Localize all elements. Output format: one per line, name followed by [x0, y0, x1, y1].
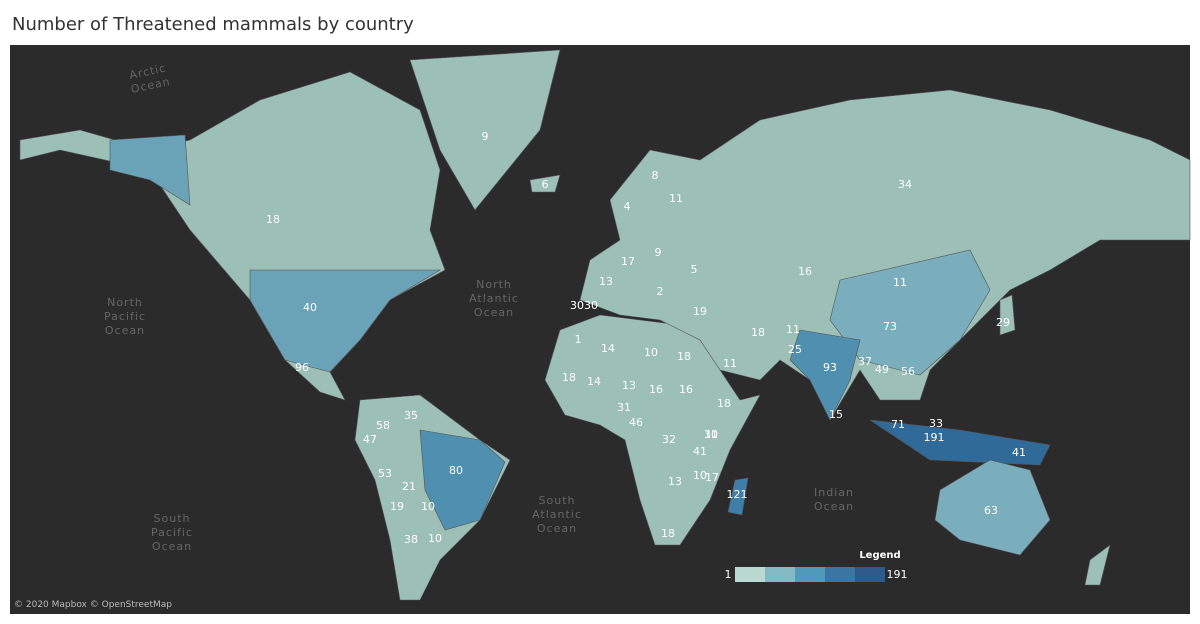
value-label: 34 — [898, 178, 912, 191]
value-label: 6 — [542, 178, 549, 191]
value-label: 13 — [622, 379, 636, 392]
ocean-label: North Pacific Ocean — [104, 296, 146, 337]
value-label: 18 — [677, 350, 691, 363]
ocean-label: Indian Ocean — [814, 486, 854, 513]
value-label: 18 — [661, 527, 675, 540]
value-label: 73 — [883, 320, 897, 333]
value-label: 33 — [929, 417, 943, 430]
value-label: 15 — [829, 408, 843, 421]
value-label: 41 — [693, 445, 707, 458]
ocean-label: South Pacific Ocean — [151, 512, 193, 553]
ocean-label: North Atlantic Ocean — [469, 278, 519, 319]
value-label: 11 — [786, 323, 800, 336]
value-label: 5 — [691, 263, 698, 276]
value-label: 8 — [652, 169, 659, 182]
value-label: 63 — [984, 504, 998, 517]
value-label: 56 — [901, 365, 915, 378]
value-label: 46 — [629, 416, 643, 429]
value-label: 4 — [624, 200, 631, 213]
value-label: 30 — [704, 428, 718, 441]
value-label: 14 — [587, 375, 601, 388]
value-label: 40 — [303, 301, 317, 314]
attribution: © 2020 Mapbox © OpenStreetMap — [14, 600, 172, 610]
value-label: 19 — [390, 500, 404, 513]
value-label: 29 — [996, 316, 1010, 329]
ocean-label: South Atlantic Ocean — [532, 494, 582, 535]
value-label: 30 — [570, 299, 584, 312]
value-label: 16 — [649, 383, 663, 396]
value-label: 37 — [858, 355, 872, 368]
value-label: 9 — [482, 130, 489, 143]
value-label: 18 — [562, 371, 576, 384]
value-label: 21 — [402, 480, 416, 493]
value-label: 19 — [693, 305, 707, 318]
value-label: 32 — [662, 433, 676, 446]
value-label: 58 — [376, 419, 390, 432]
value-label: 93 — [823, 361, 837, 374]
title: Number of Threatened mammals by country — [12, 14, 414, 35]
value-label: 16 — [798, 265, 812, 278]
value-label: 11 — [893, 276, 907, 289]
value-label: 53 — [378, 467, 392, 480]
value-label: 1 — [575, 333, 582, 346]
value-label: 14 — [601, 342, 615, 355]
value-label: 25 — [788, 343, 802, 356]
value-label: 16 — [679, 383, 693, 396]
value-label: 10 — [644, 346, 658, 359]
legend-min: 1 — [725, 568, 732, 581]
value-label: 18 — [717, 397, 731, 410]
value-label: 9 — [655, 246, 662, 259]
value-label: 10 — [428, 532, 442, 545]
value-label: 121 — [727, 488, 748, 501]
value-label: 30 — [584, 299, 598, 312]
value-label: 41 — [1012, 446, 1026, 459]
value-label: 18 — [266, 213, 280, 226]
value-label: 11 — [704, 428, 718, 441]
legend-title: Legend — [859, 550, 900, 561]
value-label: 13 — [668, 475, 682, 488]
value-label: 11 — [723, 357, 737, 370]
legend-scale — [735, 567, 885, 582]
value-label: 191 — [924, 431, 945, 444]
value-label: 2 — [657, 285, 664, 298]
value-label: 11 — [669, 192, 683, 205]
value-label: 35 — [404, 409, 418, 422]
value-label: 13 — [599, 275, 613, 288]
value-label: 10 — [421, 500, 435, 513]
value-label: 71 — [891, 418, 905, 431]
value-label: 17 — [705, 471, 719, 484]
value-label: 47 — [363, 433, 377, 446]
value-label: 96 — [295, 361, 309, 374]
value-label: 17 — [621, 255, 635, 268]
value-label: 38 — [404, 533, 418, 546]
land — [19, 49, 1191, 601]
value-label: 10 — [693, 469, 707, 482]
value-label: 31 — [617, 401, 631, 414]
value-label: 49 — [875, 363, 889, 376]
value-label: 80 — [449, 464, 463, 477]
legend-max: 191 — [887, 568, 908, 581]
value-label: 18 — [751, 326, 765, 339]
